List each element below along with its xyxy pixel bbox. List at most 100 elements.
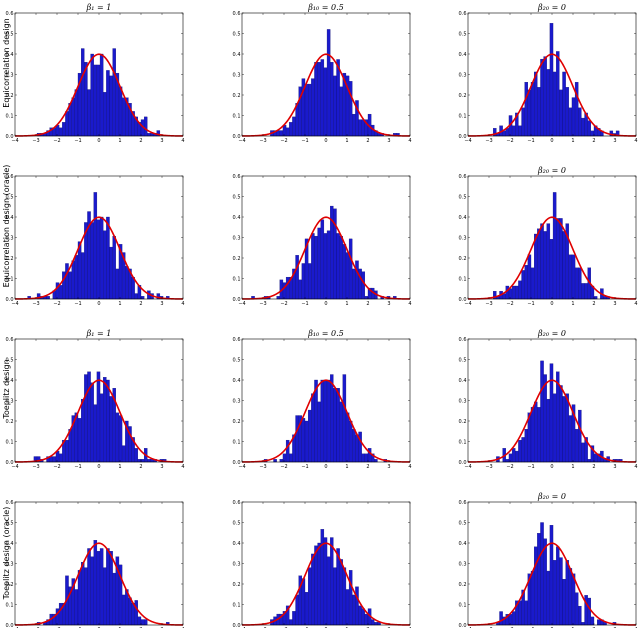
y-tick-label: 0.1 (459, 602, 467, 608)
histogram-bar (298, 279, 303, 300)
x-tick-label: −3 (32, 301, 39, 307)
histogram-bar (118, 415, 123, 463)
histogram-bar (568, 415, 573, 463)
x-tick-label: 4 (634, 464, 637, 470)
histogram-bar (345, 589, 350, 626)
histogram-bar (109, 396, 113, 463)
histogram-bar (339, 559, 343, 626)
histogram-bar (109, 551, 113, 626)
y-tick-label: 0.3 (6, 561, 14, 567)
row-label-2-text: Equicorrelation design (oracle) (2, 165, 11, 288)
y-tick-label: 0.0 (459, 623, 467, 628)
x-tick-label: −2 (280, 138, 287, 144)
histogram-bar (333, 388, 337, 463)
histogram-bar (140, 296, 145, 300)
x-tick-label: 4 (181, 301, 184, 307)
histogram-bar (559, 385, 563, 463)
x-tick-label: 3 (160, 464, 163, 470)
x-tick-label: 0 (324, 464, 327, 470)
histogram-bar (87, 371, 91, 463)
histogram-bar (534, 546, 538, 626)
y-tick-label: 0.4 (459, 215, 467, 221)
y-tick-label: 0.2 (459, 256, 467, 262)
y-tick-label: 0.1 (233, 276, 241, 282)
histogram-bar (562, 578, 566, 626)
histogram-bar (562, 231, 566, 300)
histogram-bar (140, 459, 145, 463)
y-tick-label: 0.5 (459, 520, 467, 526)
histogram-bar (65, 263, 69, 300)
histogram-bar (320, 379, 325, 463)
x-tick-label: 3 (613, 464, 616, 470)
normal-density-curve (15, 53, 183, 137)
histogram-bar (58, 127, 63, 137)
histogram-bar (502, 130, 506, 137)
histogram-bar (55, 450, 60, 463)
normal-density-curve (468, 379, 636, 463)
y-tick-label: 0.5 (6, 31, 14, 37)
histogram-bar (511, 285, 516, 300)
histogram-bar (543, 374, 547, 463)
x-tick-label: 3 (387, 301, 390, 307)
histogram-bar (574, 592, 579, 626)
histogram-bar (282, 453, 287, 463)
x-tick-label: −1 (527, 464, 534, 470)
histogram-bar (137, 459, 142, 463)
histogram-bar (125, 266, 129, 300)
x-tick-label: 1 (571, 301, 574, 307)
x-tick-label: 2 (366, 301, 369, 307)
histogram-bar (128, 597, 132, 626)
panel-title: β₂₀ = 0 (537, 492, 566, 501)
histogram-bar (345, 412, 350, 463)
histogram-bar (118, 86, 123, 137)
histogram-bar (540, 223, 544, 300)
x-tick-label: 1 (118, 464, 121, 470)
x-tick-label: −2 (53, 464, 60, 470)
x-tick-label: 3 (160, 301, 163, 307)
histogram-bars (270, 29, 400, 137)
x-tick-label: 4 (408, 138, 411, 144)
y-tick-label: 0.0 (6, 460, 14, 466)
y-tick-label: 0.2 (6, 582, 14, 588)
histogram-bar (292, 116, 296, 137)
histogram-bar (521, 270, 525, 300)
y-tick-label: 0.0 (6, 297, 14, 303)
histogram-bar (99, 53, 104, 137)
y-tick-label: 0.6 (459, 174, 467, 180)
histogram-bar (46, 296, 50, 300)
y-tick-label: 0.2 (459, 582, 467, 588)
x-tick-label: −3 (259, 138, 266, 144)
histogram-bar (93, 64, 98, 137)
x-tick-label: 4 (408, 301, 411, 307)
x-tick-label: 1 (118, 138, 121, 144)
histogram-bar (273, 459, 277, 463)
histogram-bar (77, 570, 82, 626)
x-tick-label: 3 (613, 138, 616, 144)
histogram-bar (352, 268, 356, 300)
x-tick-label: 0 (550, 138, 553, 144)
panel-r2-c3: −4 −3 −2 −1 0 1 2 3 4 0.0 0.1 0.2 0.3 0.4 0.5 0.6 β₂₀ = … (459, 166, 638, 307)
histogram-bar (358, 605, 362, 626)
histogram-bar (552, 71, 557, 137)
histogram-bar (147, 133, 151, 137)
y-tick-label: 0.0 (459, 460, 467, 466)
y-tick-label: 0.2 (6, 256, 14, 262)
x-tick-label: −3 (32, 464, 39, 470)
histogram-bar (581, 283, 585, 300)
histogram-bar (93, 540, 98, 626)
x-tick-label: 0 (324, 138, 327, 144)
y-tick-label: 0.0 (6, 623, 14, 628)
histogram-bar (62, 122, 66, 137)
histogram-bar (115, 412, 120, 463)
histogram-bar (574, 429, 579, 463)
y-tick-label: 0.1 (233, 602, 241, 608)
histogram-bar (311, 393, 315, 463)
row-label-3: Toeplitz design (2, 359, 11, 419)
x-tick-label: −3 (485, 464, 492, 470)
histogram-bar (556, 51, 560, 137)
histogram-bars (36, 48, 161, 137)
histogram-bar (90, 556, 94, 626)
histogram-bar (292, 611, 296, 626)
normal-density-curve (468, 542, 636, 626)
